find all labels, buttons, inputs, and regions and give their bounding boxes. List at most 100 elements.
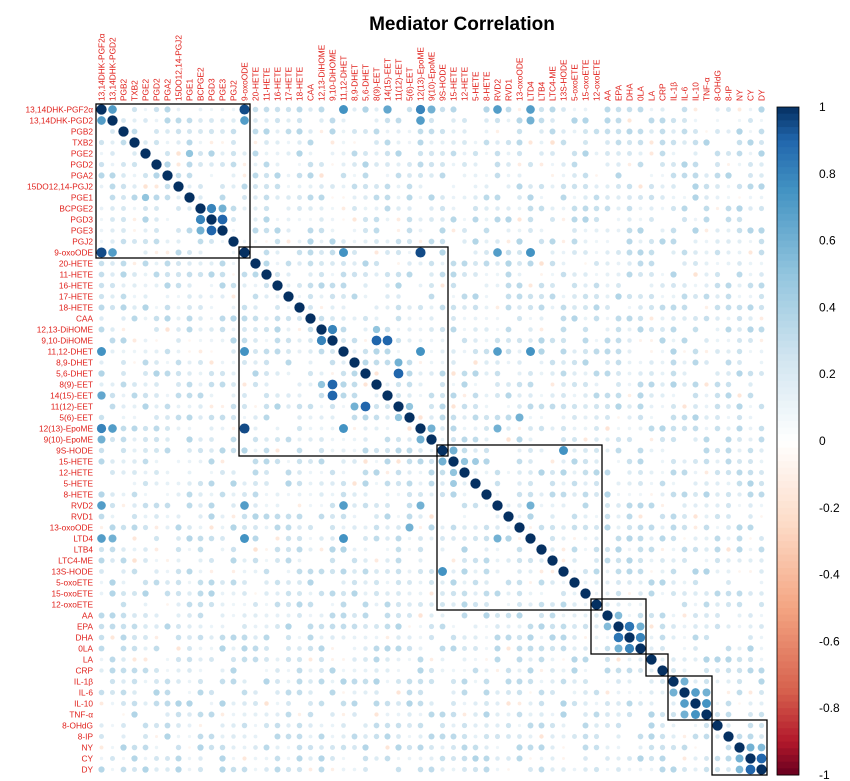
correlation-cell [208,502,215,509]
correlation-cell [715,118,720,123]
correlation-cell [142,590,149,597]
correlation-cell [341,151,346,156]
correlation-cell [528,525,533,530]
correlation-cell [110,294,115,299]
correlation-cell [274,183,281,190]
correlation-cell [340,546,347,553]
correlation-cell [428,667,435,674]
correlation-cell [198,327,203,332]
correlation-cell [240,501,249,510]
correlation-cell [572,250,577,255]
correlation-cell [242,580,247,585]
correlation-cell [472,535,479,542]
correlation-cell [363,624,368,629]
correlation-cell [164,623,171,630]
correlation-cell [583,426,588,431]
correlation-cell [495,261,500,266]
correlation-cell [99,382,104,387]
correlation-cell [198,646,203,651]
correlation-cell [516,458,523,465]
correlation-cell [209,327,214,332]
correlation-cell [758,249,765,256]
correlation-cell [737,294,742,299]
correlation-cell [143,107,148,112]
correlation-cell [505,282,512,289]
row-label: LTB4 [74,545,94,555]
correlation-cell [187,470,192,475]
correlation-cell [154,382,159,387]
row-label: PGB2 [71,127,94,137]
correlation-cell [98,370,105,377]
correlation-cell [143,558,148,563]
correlation-cell [374,305,379,310]
colorbar-segment [777,274,799,282]
correlation-cell [342,691,345,694]
correlation-cell [539,415,544,420]
correlation-cell [428,128,435,135]
correlation-cell [154,206,159,211]
correlation-cell [231,723,236,728]
correlation-cell [153,667,160,674]
correlation-cell [109,172,116,179]
correlation-cell [714,711,721,718]
column-label: RVD2 [493,79,503,101]
correlation-cell [495,206,500,211]
correlation-cell [703,216,710,223]
row-label: IL-6 [79,688,94,698]
correlation-cell [393,368,404,379]
correlation-cell [263,249,270,256]
correlation-cell [692,326,699,333]
correlation-cell [747,392,754,399]
correlation-cell [330,767,335,772]
correlation-cell [263,392,270,399]
colorbar-segment [777,360,799,369]
correlation-cell [473,712,478,717]
correlation-cell [396,525,401,530]
correlation-cell [231,514,236,519]
correlation-cell [693,646,698,651]
correlation-cell [682,283,687,288]
correlation-cell [406,744,413,751]
correlation-cell [209,283,214,288]
correlation-cell [154,679,159,684]
correlation-cell [594,591,599,596]
correlation-cell [670,304,677,311]
correlation-cell [296,689,303,696]
column-label: 13,14DHK-PGD2 [108,37,118,101]
column-label: PGE1 [185,78,195,101]
correlation-cell [219,381,226,388]
correlation-cell [263,128,270,135]
correlation-cell [627,404,632,409]
correlation-cell [483,535,490,542]
correlation-cell [318,700,325,707]
correlation-cell [659,425,666,432]
column-labels: 13,14DHK-PGF2α 13,14DHK-PGD2 PGB2 TXB2 PGE2 P… [97,33,767,101]
correlation-cell [438,457,447,466]
correlation-cell [682,646,687,651]
correlation-cell [593,194,600,201]
correlation-cell [165,327,170,332]
correlation-cell [318,623,325,630]
correlation-cell [363,492,368,497]
correlation-cell [682,382,687,387]
correlation-cell [175,128,182,135]
row-label: IL-10 [74,699,93,709]
correlation-cell [539,129,544,134]
correlation-cell [747,172,754,179]
correlation-cell [429,360,434,365]
correlation-cell [527,513,534,520]
correlation-cell [494,469,501,476]
correlation-cell [396,734,401,739]
correlation-cell [198,349,203,354]
correlation-cell [319,415,324,420]
correlation-cell [418,415,423,420]
correlation-cell [450,304,457,311]
correlation-cell [286,151,291,156]
correlation-cell [670,403,677,410]
correlation-cell [275,250,280,255]
correlation-cells [96,104,767,775]
correlation-cell [143,657,148,662]
correlation-cell [406,216,413,223]
correlation-cell [407,173,412,178]
correlation-cell [627,756,632,761]
